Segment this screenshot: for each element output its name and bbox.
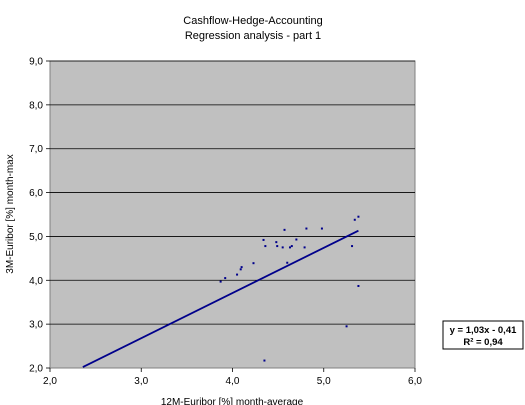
equation-box-frame — [442, 320, 524, 350]
data-point — [295, 238, 298, 241]
x-tick-labels: 2,0 3,0 4,0 5,0 6,0 — [43, 368, 422, 387]
data-point — [263, 359, 266, 362]
plot-area — [49, 60, 416, 369]
data-point — [320, 227, 323, 230]
data-point — [357, 284, 360, 287]
data-point — [275, 241, 278, 244]
y-tick-labels: 2,0 3,0 4,0 5,0 6,0 7,0 8,0 9,0 — [29, 57, 50, 375]
y-tick-label: 2,0 — [29, 364, 43, 375]
x-tick-label: 6,0 — [408, 376, 422, 387]
data-point — [252, 262, 255, 265]
data-point — [345, 325, 348, 328]
data-point — [281, 246, 284, 249]
data-points — [219, 215, 360, 362]
data-point — [264, 245, 267, 248]
y-tick-label: 8,0 — [29, 100, 43, 111]
y-tick-label: 4,0 — [29, 276, 43, 287]
data-point — [303, 246, 306, 249]
y-tick-label: 6,0 — [29, 188, 43, 199]
regression-equation-box: y = 1,03x - 0,41 R² = 0,94 — [442, 320, 524, 350]
chart-subtitle: Regression analysis - part 1 — [185, 30, 321, 42]
y-tick-label: 3,0 — [29, 320, 43, 331]
data-point — [305, 227, 308, 230]
data-point — [262, 238, 265, 241]
r-squared-text: R² = 0,94 — [463, 337, 503, 348]
y-tick-label: 9,0 — [29, 57, 43, 68]
data-point — [236, 273, 239, 276]
y-tick-label: 5,0 — [29, 232, 43, 243]
data-point — [224, 277, 227, 280]
data-point — [286, 261, 289, 264]
data-point — [276, 245, 279, 248]
gridlines — [50, 60, 415, 325]
data-point — [353, 218, 356, 221]
x-tick-label: 3,0 — [134, 376, 148, 387]
x-tick-label: 5,0 — [317, 376, 331, 387]
y-tick-label: 7,0 — [29, 144, 43, 155]
data-point — [219, 280, 222, 283]
data-point — [290, 245, 293, 248]
data-point — [239, 268, 242, 271]
equation-text: y = 1,03x - 0,41 — [450, 325, 518, 336]
x-tick-label: 2,0 — [43, 376, 57, 387]
data-point — [288, 246, 291, 249]
chart-title: Cashflow-Hedge-Accounting — [183, 15, 322, 27]
x-axis-label: 12M-Euribor [%] month-average — [161, 397, 304, 405]
data-point — [240, 266, 243, 269]
data-point — [283, 228, 286, 231]
trendline — [82, 229, 359, 368]
x-tick-label: 4,0 — [226, 376, 240, 387]
y-axis-label: 3M-Euribor [%] month-max — [5, 154, 16, 273]
data-point — [357, 215, 360, 218]
data-point — [351, 245, 354, 248]
